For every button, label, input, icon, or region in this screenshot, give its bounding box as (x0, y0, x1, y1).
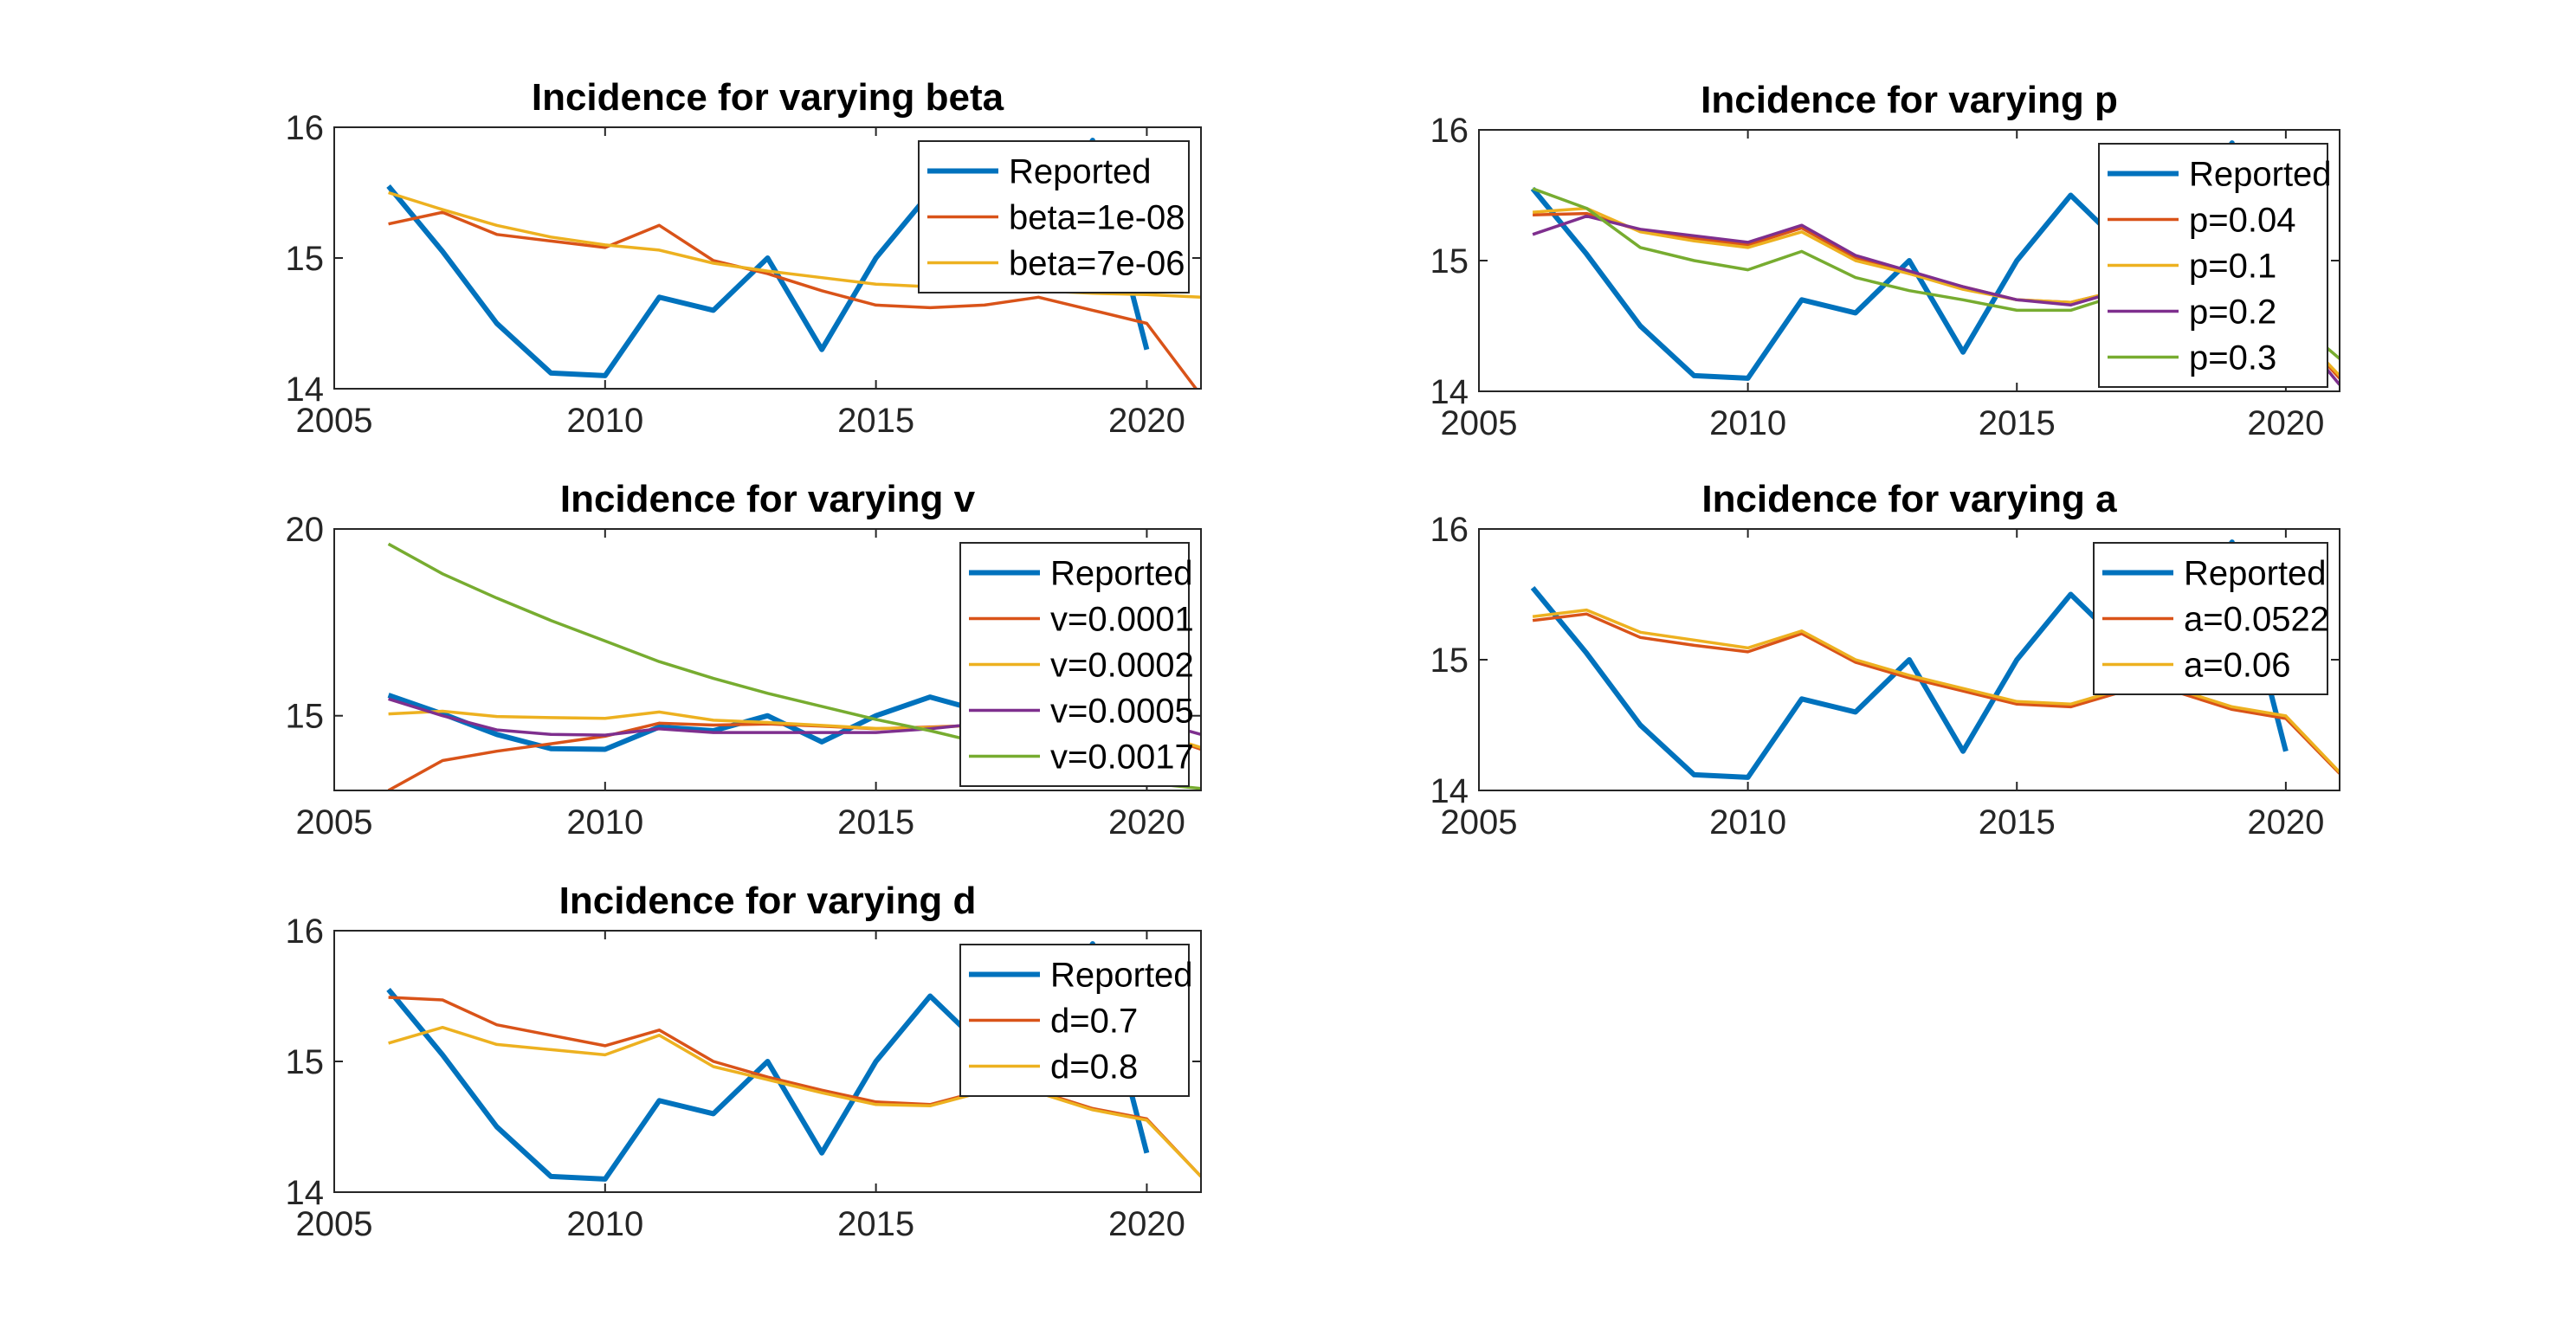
legend: Reported a=0.0522 a=0.06 (2093, 542, 2329, 695)
legend-label: d=0.7 (1050, 1003, 1138, 1041)
legend-label: beta=7e-06 (1009, 245, 1185, 283)
legend-label: a=0.0522 (2184, 601, 2329, 639)
chart-title: Incidence for varying beta (532, 76, 1004, 119)
subplot-5: Incidence for varying d 2005 2010 2015 2020 1… (286, 880, 1202, 1243)
y-tick-label: 15 (1430, 242, 1469, 281)
y-tick-label: 15 (1430, 642, 1469, 680)
y-tick-label: 14 (286, 371, 325, 409)
legend: Reported p=0.04 p=0.1 p=0.2 p=0.3 (2098, 143, 2332, 388)
subplot-1: Incidence for varying beta 2005 2010 2015 20… (286, 76, 1202, 440)
legend-label: d=0.8 (1050, 1048, 1138, 1087)
legend-label: Reported (2189, 156, 2332, 194)
legend: Reported beta=1e-08 beta=7e-06 (918, 140, 1190, 293)
x-tick-label: 2015 (837, 1205, 914, 1243)
legend-label: Reported (1009, 153, 1152, 191)
series-line-3 (1532, 608, 2340, 774)
legend-label: v=0.0002 (1050, 647, 1194, 685)
legend-label: Reported (2184, 555, 2327, 593)
chart-title: Incidence for varying a (1701, 478, 2117, 520)
x-tick-label: 2020 (2247, 404, 2324, 442)
y-tick-label: 15 (286, 240, 325, 278)
x-tick-label: 2015 (837, 803, 914, 842)
series-line-2 (1532, 612, 2340, 775)
axes-box (333, 528, 1202, 791)
chart-title: Incidence for varying d (559, 880, 977, 922)
x-tick-label: 2010 (1709, 404, 1786, 442)
x-tick-label: 2015 (1979, 803, 2056, 842)
series-line-3 (388, 1025, 1201, 1178)
x-tick-label: 2010 (566, 1205, 643, 1243)
x-tick-label: 2010 (566, 803, 643, 842)
x-tick-label: 2005 (296, 803, 373, 842)
legend-label: v=0.0005 (1050, 693, 1194, 731)
subplot-4: Incidence for varying a 2005 2010 2015 2020 1… (1430, 478, 2340, 842)
x-tick-label: 2015 (837, 402, 914, 440)
x-tick-label: 2005 (296, 1205, 373, 1243)
y-tick-label: 16 (286, 109, 325, 147)
legend-label: v=0.0001 (1050, 601, 1194, 639)
legend-label: v=0.0017 (1050, 738, 1194, 777)
x-tick-label: 2015 (1979, 404, 2056, 442)
legend-label: Reported (1050, 555, 1193, 593)
legend-label: p=0.2 (2189, 293, 2276, 332)
legend-label: p=0.3 (2189, 339, 2276, 377)
x-tick-label: 2005 (296, 402, 373, 440)
subplot-3: Incidence for varying v 2005 2010 2015 2020 1… (286, 478, 1202, 842)
chart-title: Incidence for varying v (560, 478, 976, 520)
y-tick-label: 14 (286, 1174, 325, 1212)
x-tick-label: 2020 (1108, 803, 1185, 842)
x-tick-label: 2010 (566, 402, 643, 440)
x-tick-label: 2005 (1441, 404, 1518, 442)
subplot-2: Incidence for varying p 2005 2010 2015 2020 1… (1430, 79, 2340, 442)
y-tick-label: 15 (286, 698, 325, 736)
legend-label: p=0.04 (2189, 202, 2295, 240)
x-tick-label: 2020 (1108, 402, 1185, 440)
x-tick-label: 2020 (2247, 803, 2324, 842)
y-tick-label: 20 (286, 511, 325, 549)
legend: Reported d=0.7 d=0.8 (959, 944, 1193, 1097)
y-tick-label: 14 (1430, 772, 1469, 810)
legend-label: p=0.1 (2189, 248, 2276, 286)
y-tick-label: 16 (286, 913, 325, 951)
chart-title: Incidence for varying p (1701, 79, 2118, 121)
x-tick-label: 2005 (1441, 803, 1518, 842)
y-tick-label: 15 (286, 1043, 325, 1081)
x-tick-label: 2010 (1709, 803, 1786, 842)
legend-label: beta=1e-08 (1009, 199, 1185, 237)
y-tick-label: 14 (1430, 373, 1469, 411)
y-tick-label: 16 (1430, 511, 1469, 549)
series-line-2 (388, 210, 1198, 389)
legend: Reported v=0.0001 v=0.0002 v=0.0005 v=0.0017 (959, 542, 1194, 787)
legend-label: a=0.06 (2184, 647, 2290, 685)
y-tick-label: 16 (1430, 112, 1469, 150)
x-tick-label: 2020 (1108, 1205, 1185, 1243)
legend-label: Reported (1050, 957, 1193, 995)
